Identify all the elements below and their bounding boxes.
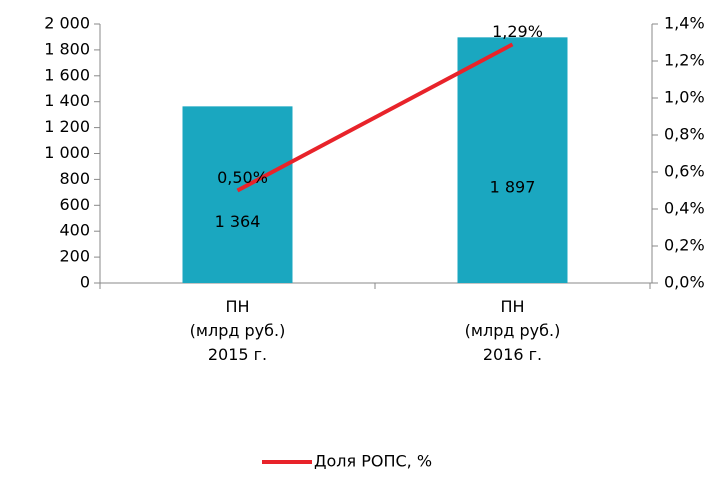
y-tick-label: 1 200 [44,117,90,136]
x-tick-label: ПН (млрд руб.) 2015 г. [190,297,286,364]
legend-label: Доля РОПС, % [314,452,432,471]
line-value-label: 1,29% [492,22,543,41]
x-tick-label-line: (млрд руб.) [190,321,286,340]
y2-tick-label: 0,0% [664,273,705,292]
y2-tick-label: 0,6% [664,162,705,181]
line-value-label: 0,50% [217,168,268,187]
y-tick-label: 800 [59,169,90,188]
y-tick-label: 200 [59,247,90,266]
y2-tick-label: 0,8% [664,125,705,144]
x-tick-label-line: 2016 г. [483,345,542,364]
x-tick-label-line: ПН [500,297,524,316]
bar-value-label: 1 897 [490,178,536,197]
x-tick-label-line: 2015 г. [208,345,267,364]
y-tick-label: 2 000 [44,14,90,33]
bar-value-label: 1 364 [215,212,261,231]
line [236,42,514,193]
x-tick-label-line: (млрд руб.) [465,321,561,340]
y-tick-label: 0 [80,273,90,292]
x-tick-label-line: ПН [225,297,249,316]
y2-tick-label: 0,4% [664,199,705,218]
y-tick-label: 1 600 [44,65,90,84]
bar [182,106,293,283]
y-tick-label: 600 [59,195,90,214]
y-tick-label: 1 400 [44,91,90,110]
y2-tick-label: 1,0% [664,88,705,107]
y-tick-label: 1 000 [44,143,90,162]
y2-tick-label: 0,2% [664,236,705,255]
y2-tick-label: 1,2% [664,51,705,70]
x-tick-label: ПН (млрд руб.) 2016 г. [465,297,561,364]
y-tick-label: 400 [59,221,90,240]
y-tick-label: 1 800 [44,39,90,58]
bar [457,37,568,283]
y2-tick-label: 1,4% [664,14,705,33]
